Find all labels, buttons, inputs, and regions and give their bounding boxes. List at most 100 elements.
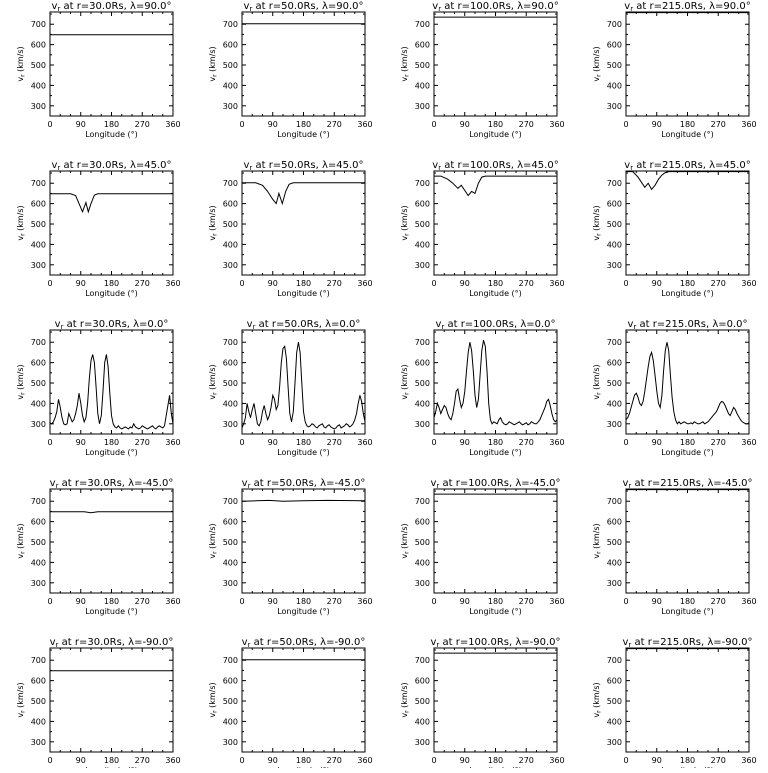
- y-tick-label: 700: [607, 497, 622, 506]
- x-axis-label: Longitude (°): [661, 448, 714, 457]
- series-line: [433, 340, 558, 426]
- y-axis-label: vr (km/s): [400, 364, 411, 399]
- y-axis-label: vr (km/s): [592, 682, 603, 717]
- x-tick-label: 360: [741, 597, 756, 606]
- plot-frame: [49, 647, 174, 753]
- x-tick-label: 270: [519, 438, 534, 447]
- x-tick-label: 360: [165, 597, 180, 606]
- x-tick-label: 360: [357, 756, 372, 765]
- series-line: [50, 511, 173, 514]
- y-tick-label: 700: [223, 656, 238, 665]
- y-tick-label: 700: [223, 20, 238, 29]
- x-tick-label: 360: [165, 120, 180, 129]
- y-tick-label: 400: [607, 81, 622, 90]
- plot-frame: [433, 11, 558, 117]
- y-axis-label: vr (km/s): [592, 364, 603, 399]
- y-tick-label: 300: [415, 579, 430, 588]
- series-line: [625, 342, 750, 425]
- x-tick-label: 0: [47, 120, 52, 129]
- x-tick-label: 270: [135, 120, 150, 129]
- y-tick-label: 300: [223, 261, 238, 270]
- panel-title: vr at r=50.0Rs, λ=0.0°: [247, 319, 361, 331]
- x-tick-label: 180: [680, 597, 695, 606]
- panel-title: vr at r=100.0Rs, λ=-45.0°: [430, 478, 560, 490]
- x-tick-label: 270: [135, 438, 150, 447]
- x-tick-label: 270: [519, 279, 534, 288]
- x-tick-label: 90: [652, 279, 662, 288]
- y-axis-label: vr (km/s): [16, 523, 27, 558]
- y-tick-label: 400: [31, 81, 46, 90]
- plot-frame: [241, 11, 366, 117]
- series-line: [49, 354, 174, 430]
- panel: vr at r=30.0Rs, λ=45.0° 0 90 180 270 360 300 40…: [16, 160, 181, 298]
- x-tick-label: 270: [519, 597, 534, 606]
- y-tick-label: 700: [31, 656, 46, 665]
- y-tick-label: 500: [223, 538, 238, 547]
- y-tick-label: 500: [31, 697, 46, 706]
- y-tick-label: 500: [31, 220, 46, 229]
- y-tick-label: 500: [607, 538, 622, 547]
- y-axis-label: vr (km/s): [400, 46, 411, 81]
- x-tick-label: 180: [104, 756, 119, 765]
- y-axis-label: vr (km/s): [16, 364, 27, 399]
- y-tick-label: 500: [415, 379, 430, 388]
- panel-title: vr at r=215.0Rs, λ=-45.0°: [622, 478, 752, 490]
- panel: vr at r=100.0Rs, λ=-45.0° 0 90 180 270 360 300…: [400, 478, 565, 616]
- x-tick-label: 180: [104, 120, 119, 129]
- plot-frame: [241, 647, 366, 753]
- x-tick-label: 360: [165, 279, 180, 288]
- y-tick-label: 300: [415, 102, 430, 111]
- y-axis-label: vr (km/s): [208, 682, 219, 717]
- x-tick-label: 90: [76, 597, 86, 606]
- x-axis-label: Longitude (°): [85, 607, 138, 616]
- x-tick-label: 270: [711, 120, 726, 129]
- panel-title: vr at r=215.0Rs, λ=-90.0°: [622, 637, 752, 649]
- y-tick-label: 400: [223, 81, 238, 90]
- x-tick-label: 180: [296, 279, 311, 288]
- x-tick-label: 180: [296, 756, 311, 765]
- x-tick-label: 0: [431, 120, 436, 129]
- y-tick-label: 600: [31, 41, 46, 50]
- x-tick-label: 180: [488, 279, 503, 288]
- y-tick-label: 300: [31, 579, 46, 588]
- plot-frame: [241, 488, 366, 594]
- x-tick-label: 270: [135, 756, 150, 765]
- plot-frame: [625, 647, 750, 753]
- y-tick-label: 500: [607, 379, 622, 388]
- x-tick-label: 0: [623, 120, 628, 129]
- x-tick-label: 180: [488, 756, 503, 765]
- x-tick-label: 270: [327, 597, 342, 606]
- x-tick-label: 90: [268, 597, 278, 606]
- x-tick-label: 360: [741, 120, 756, 129]
- plot-frame: [625, 329, 750, 435]
- y-tick-label: 400: [607, 399, 622, 408]
- y-tick-label: 500: [223, 379, 238, 388]
- panel: vr at r=215.0Rs, λ=45.0° 0 90 180 270 360 300 4…: [592, 160, 757, 298]
- panel-title: vr at r=50.0Rs, λ=90.0°: [243, 1, 363, 13]
- panel: vr at r=50.0Rs, λ=0.0° 0 90 180 270 360 300 400…: [208, 319, 373, 457]
- x-tick-label: 360: [357, 279, 372, 288]
- x-tick-label: 270: [327, 120, 342, 129]
- y-tick-label: 700: [607, 20, 622, 29]
- series-line: [626, 171, 749, 191]
- y-tick-label: 400: [415, 717, 430, 726]
- plot-frame: [625, 488, 750, 594]
- y-tick-label: 300: [223, 738, 238, 747]
- x-axis-label: Longitude (°): [85, 448, 138, 457]
- panel: vr at r=50.0Rs, λ=-90.0° 0 90 180 270 360 300 4…: [208, 637, 373, 773]
- y-axis-label: vr (km/s): [592, 46, 603, 81]
- panel-title: vr at r=100.0Rs, λ=45.0°: [432, 160, 558, 172]
- y-tick-label: 500: [31, 61, 46, 70]
- x-tick-label: 0: [47, 597, 52, 606]
- series-line: [241, 499, 366, 502]
- x-tick-label: 360: [741, 756, 756, 765]
- y-tick-label: 500: [31, 379, 46, 388]
- x-tick-label: 0: [623, 438, 628, 447]
- x-tick-label: 270: [519, 120, 534, 129]
- y-tick-label: 400: [415, 240, 430, 249]
- y-tick-label: 500: [415, 697, 430, 706]
- y-tick-label: 700: [31, 179, 46, 188]
- x-tick-label: 0: [623, 756, 628, 765]
- x-axis-label: Longitude (°): [85, 130, 138, 139]
